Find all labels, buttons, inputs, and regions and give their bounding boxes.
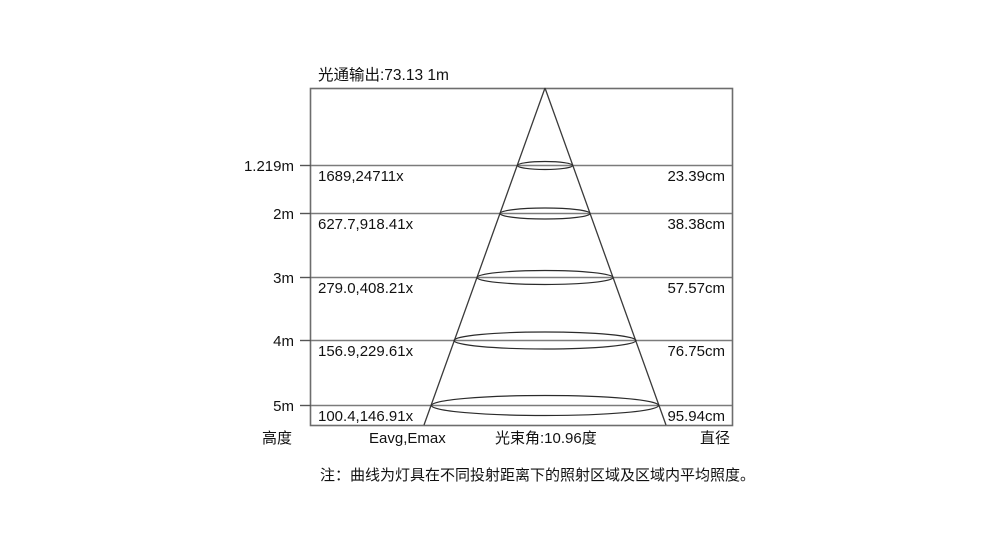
cone-edge-right [544, 87, 667, 426]
footnote: 注：曲线为灯具在不同投射距离下的照射区域及区域内平均照度。 [320, 467, 756, 484]
beam-cone [423, 87, 667, 426]
diameter-value-1: 23.39cm [667, 168, 725, 185]
height-label-5: 5m [273, 398, 294, 415]
illuminance-value-4: 156.9,229.61x [318, 343, 414, 360]
axis-title-height: 高度 [262, 430, 293, 447]
beam-ellipses [430, 160, 660, 417]
height-label-3: 3m [273, 270, 294, 287]
illuminance-value-1: 1689,24711x [318, 168, 404, 185]
height-label-2: 2m [273, 206, 294, 223]
illuminance-value-5: 100.4,146.91x [318, 408, 414, 425]
luminous-flux-label: 光通输出:73.13 1m [318, 67, 449, 84]
diameter-value-5: 95.94cm [667, 408, 725, 425]
height-label-1: 1.219m [243, 158, 294, 175]
beam-ellipse-1-219m [516, 160, 574, 171]
illuminance-value-3: 279.0,408.21x [318, 280, 414, 297]
cone-edge-left [423, 87, 546, 426]
diameter-value-2: 38.38cm [667, 216, 725, 233]
axis-title-diameter: 直径 [700, 430, 731, 447]
illuminance-value-2: 627.7,918.41x [318, 216, 414, 233]
axis-title-eavg-emax: Eavg,Emax [369, 430, 446, 447]
plot-frame [309, 87, 734, 427]
beam-ellipse-4m [453, 331, 637, 350]
height-label-4: 4m [273, 333, 294, 350]
gridlines [311, 164, 732, 407]
beam-ellipse-2m [499, 207, 591, 220]
beam-angle-label: 光束角:10.96度 [495, 430, 597, 447]
axis-ticks [300, 164, 311, 407]
diameter-value-4: 76.75cm [667, 343, 725, 360]
beam-ellipse-3m [476, 269, 614, 286]
diameter-value-3: 57.57cm [667, 280, 725, 297]
beam-ellipse-5m [430, 394, 660, 417]
